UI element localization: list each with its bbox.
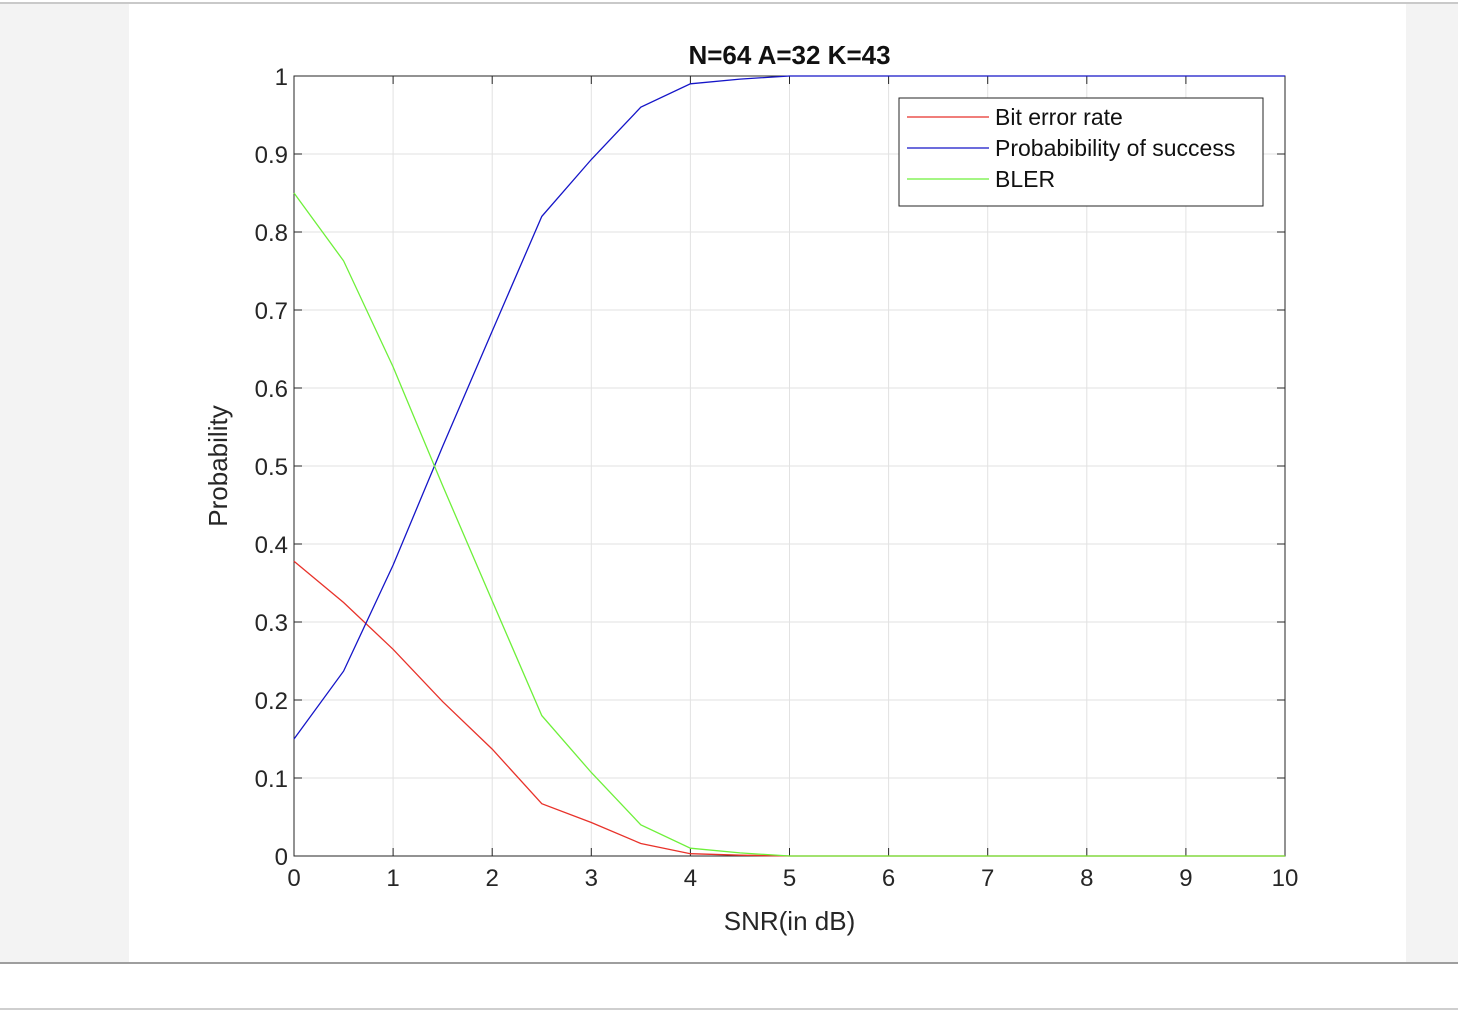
y-tick-label: 0.1 [255,766,288,793]
series-line-bler [293,192,1285,857]
bottom-border [0,962,1458,964]
legend-label: Bit error rate [995,104,1123,130]
legend-label: BLER [995,166,1055,192]
legend-label: Probabibility of success [995,135,1235,161]
x-axis-label: SNR(in dB) [724,906,855,936]
top-border [0,2,1458,4]
y-tick-label: 0 [275,844,288,871]
grid [294,76,1285,856]
y-tick-label: 0.7 [255,298,288,325]
series-line-probabibility-of-success [293,75,1285,740]
x-tick-label: 0 [287,865,300,892]
x-tick-label: 4 [684,865,697,892]
x-tick-label: 3 [585,865,598,892]
legend-box [898,97,1264,207]
x-tick-label: 8 [1080,865,1093,892]
x-tick-label: 5 [783,865,796,892]
y-tick-label: 0.9 [255,142,288,169]
x-tick-label: 2 [486,865,499,892]
figure-canvas: 0 1 2 3 4 5 6 7 8 9 10 0 0.1 0.2 0.3 0.4 0.5 0.6 0.7 0.8 0.9… [129,4,1406,962]
x-tick-label: 9 [1179,865,1192,892]
x-tick-label: 10 [1272,865,1299,892]
y-tick-label: 0.6 [255,376,288,403]
y-tick-label: 0.4 [255,532,288,559]
y-axis-label: Probability [203,405,233,526]
footer-border [0,1008,1458,1010]
x-tick-label: 1 [386,865,399,892]
legend: Bit error rate Probabibility of success BL… [898,97,1264,207]
y-tick-label: 0.3 [255,610,288,637]
y-tick-label: 0.5 [255,454,288,481]
series-lines [293,75,1285,857]
y-tick-label: 0.2 [255,688,288,715]
chart-title: N=64 A=32 K=43 [688,40,890,70]
x-tick-label: 7 [981,865,994,892]
figure-frame: 0 1 2 3 4 5 6 7 8 9 10 0 0.1 0.2 0.3 0.4 0.5 0.6 0.7 0.8 0.9… [0,4,1458,962]
axis-ticks: 0 1 2 3 4 5 6 7 8 9 10 0 0.1 0.2 0.3 0.4 0.5 0.6 0.7 0.8 0.9… [255,64,1299,892]
y-tick-label: 0.8 [255,220,288,247]
line-chart: 0 1 2 3 4 5 6 7 8 9 10 0 0.1 0.2 0.3 0.4 0.5 0.6 0.7 0.8 0.9… [203,40,1299,936]
x-tick-label: 6 [882,865,895,892]
y-tick-label: 1 [275,64,288,91]
